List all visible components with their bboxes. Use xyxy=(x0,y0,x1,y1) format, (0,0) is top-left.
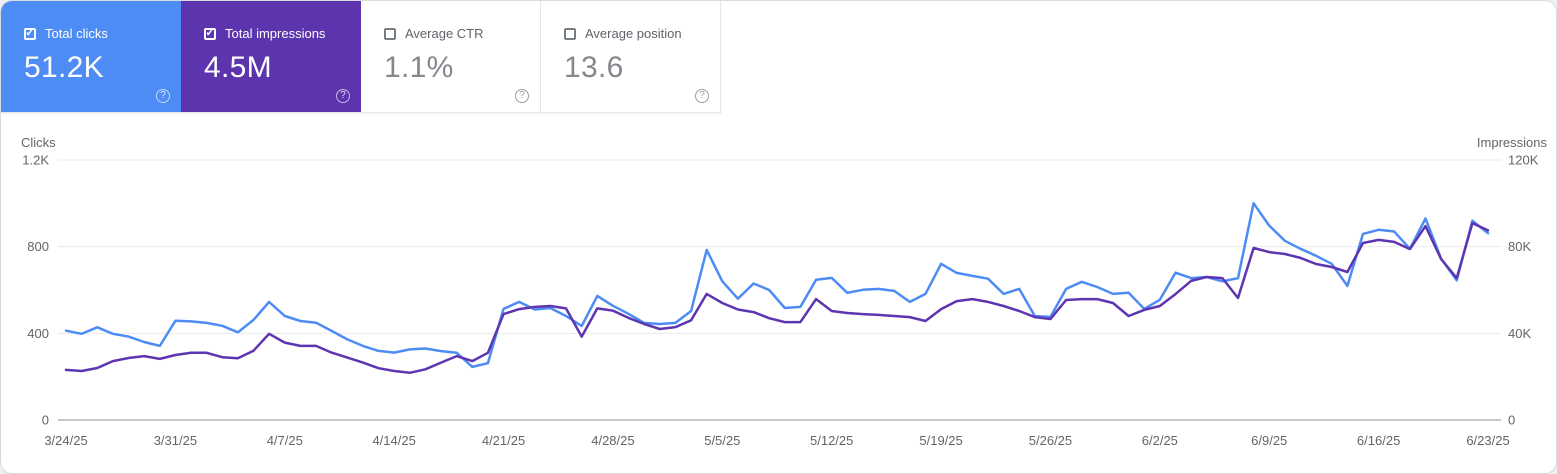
x-axis-date-label: 3/24/25 xyxy=(44,433,87,448)
x-axis-date-label: 4/14/25 xyxy=(372,433,415,448)
card-label: Total impressions xyxy=(225,26,326,41)
checkbox-checked-icon[interactable]: ✓ xyxy=(24,27,36,40)
right-axis-title: Impressions xyxy=(1477,135,1548,150)
right-axis-tick: 0 xyxy=(1508,413,1515,428)
x-axis-date-label: 6/9/25 xyxy=(1251,433,1287,448)
card-average-position[interactable]: Average position 13.6 ? xyxy=(541,1,721,112)
x-axis-date-label: 3/31/25 xyxy=(154,433,197,448)
metric-value: 1.1% xyxy=(384,51,454,84)
right-axis-tick: 80K xyxy=(1508,239,1531,254)
metric-cards-row: ✓ Total clicks 51.2K ? ✓ Total impressio… xyxy=(1,1,721,113)
left-axis-title: Clicks xyxy=(21,135,56,150)
checkbox-unchecked-icon[interactable] xyxy=(384,27,396,40)
card-average-ctr[interactable]: Average CTR 1.1% ? xyxy=(361,1,541,112)
left-axis-tick: 0 xyxy=(42,413,49,428)
x-axis-date-label: 6/16/25 xyxy=(1357,433,1400,448)
metric-value: 13.6 xyxy=(564,51,624,84)
left-axis-tick: 1.2K xyxy=(22,153,49,168)
card-label-row[interactable]: ✓ Total clicks xyxy=(24,26,181,41)
card-label-row[interactable]: ✓ Total impressions xyxy=(204,26,361,41)
help-icon[interactable]: ? xyxy=(515,89,529,103)
x-axis-date-label: 4/28/25 xyxy=(591,433,634,448)
help-icon[interactable]: ? xyxy=(695,89,709,103)
left-axis-tick: 400 xyxy=(27,326,49,341)
card-total-clicks[interactable]: ✓ Total clicks 51.2K ? xyxy=(1,1,181,112)
metric-value: 51.2K xyxy=(24,51,104,84)
x-axis-date-label: 6/23/25 xyxy=(1466,433,1509,448)
metric-value: 4.5M xyxy=(204,51,272,84)
impressions-line xyxy=(64,221,1490,375)
x-axis-date-label: 5/12/25 xyxy=(810,433,853,448)
card-label: Total clicks xyxy=(45,26,108,41)
clicks-line xyxy=(64,202,1490,369)
x-axis-date-label: 5/26/25 xyxy=(1029,433,1072,448)
card-label: Average CTR xyxy=(405,26,484,41)
x-axis-date-label: 4/21/25 xyxy=(482,433,525,448)
right-axis-tick: 40K xyxy=(1508,326,1531,341)
card-label-row[interactable]: Average position xyxy=(564,26,720,41)
help-icon[interactable]: ? xyxy=(336,89,350,103)
x-axis-date-label: 5/19/25 xyxy=(919,433,962,448)
right-axis-tick: 120K xyxy=(1508,153,1539,168)
card-label: Average position xyxy=(585,26,682,41)
x-axis-date-label: 6/2/25 xyxy=(1142,433,1178,448)
help-icon[interactable]: ? xyxy=(156,89,170,103)
checkbox-checked-icon[interactable]: ✓ xyxy=(204,27,216,40)
checkbox-unchecked-icon[interactable] xyxy=(564,27,576,40)
card-total-impressions[interactable]: ✓ Total impressions 4.5M ? xyxy=(181,1,361,112)
left-axis-tick: 800 xyxy=(27,239,49,254)
x-axis-date-label: 4/7/25 xyxy=(267,433,303,448)
x-axis-date-label: 5/5/25 xyxy=(704,433,740,448)
card-label-row[interactable]: Average CTR xyxy=(384,26,540,41)
